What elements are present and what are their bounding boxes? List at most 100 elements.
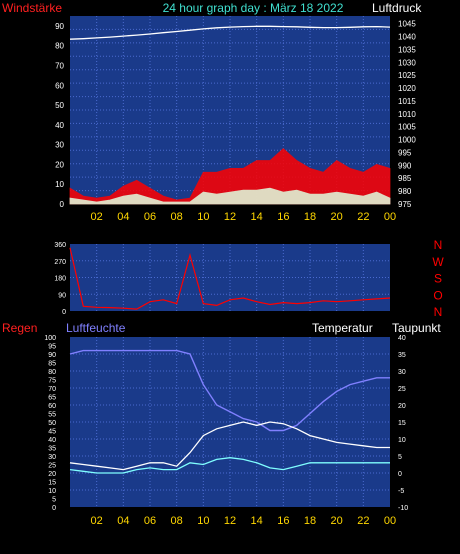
y-tick-left: 65 <box>48 395 56 402</box>
x-tick-label: 12 <box>224 515 236 527</box>
y-tick-right: 30 <box>398 369 406 376</box>
x-tick-label: 10 <box>197 211 209 223</box>
x-tick-label: 18 <box>304 515 316 527</box>
y-tick-right: 1015 <box>398 97 416 106</box>
compass-label: O <box>433 288 442 302</box>
y-tick-left: 5 <box>52 497 56 504</box>
x-tick-label: 20 <box>331 211 343 223</box>
direction-tick: 90 <box>58 292 66 299</box>
x-tick-label: 12 <box>224 211 236 223</box>
y-tick-right: 1010 <box>398 110 416 119</box>
y-tick-right: 20 <box>398 403 406 410</box>
y-tick-right: -10 <box>398 505 408 512</box>
x-tick-label: 16 <box>277 211 289 223</box>
y-tick-left: 40 <box>48 437 56 444</box>
y-tick-right: 10 <box>398 437 406 444</box>
humidity-series <box>69 349 390 432</box>
y-tick-right: 25 <box>398 386 406 393</box>
x-tick-label: 20 <box>331 515 343 527</box>
wind-pressure-panel: 0102030405060708090975980985990995100010… <box>55 16 416 223</box>
direction-tick: 0 <box>62 309 66 316</box>
compass-label: N <box>434 305 443 319</box>
x-tick-label: 06 <box>144 515 156 527</box>
compass-label: N <box>434 238 443 252</box>
y-tick-right: 985 <box>398 174 412 183</box>
x-tick-label: 02 <box>91 211 103 223</box>
x-tick-label: 04 <box>117 211 129 223</box>
x-tick-label: 08 <box>171 515 183 527</box>
x-tick-label: 00 <box>384 211 396 223</box>
y-tick-right: 1035 <box>398 45 416 54</box>
y-tick-left: 20 <box>55 160 64 169</box>
dewpoint-series <box>69 457 390 474</box>
y-tick-left: 45 <box>48 429 56 436</box>
x-tick-label: 08 <box>171 211 183 223</box>
y-tick-right: 1025 <box>398 71 416 80</box>
y-tick-left: 40 <box>55 121 64 130</box>
y-tick-left: 90 <box>55 22 64 31</box>
y-tick-left: 50 <box>55 101 64 110</box>
wind-gust-series <box>69 148 391 205</box>
temp-humidity-panel: 0510152025303540455055606570758085909510… <box>44 335 408 527</box>
y-tick-right: 990 <box>398 161 412 170</box>
y-tick-left: 60 <box>55 81 64 90</box>
pressure-label: Luftdruck <box>372 1 422 15</box>
y-tick-left: 85 <box>48 361 56 368</box>
x-tick-label: 02 <box>91 515 103 527</box>
direction-tick: 270 <box>54 259 66 266</box>
temperature-label: Temperatur <box>312 321 373 335</box>
wind-direction-series <box>69 247 391 310</box>
y-tick-left: 100 <box>44 335 56 342</box>
y-tick-left: 80 <box>48 369 56 376</box>
y-tick-right: 1000 <box>398 136 416 145</box>
y-tick-right: 0 <box>398 471 402 478</box>
y-tick-left: 25 <box>48 463 56 470</box>
compass-label: S <box>434 272 442 286</box>
direction-tick: 180 <box>54 276 66 283</box>
y-tick-left: 10 <box>55 180 64 189</box>
y-tick-left: 95 <box>48 344 56 351</box>
rain-label: Regen <box>2 321 37 335</box>
x-tick-label: 14 <box>251 211 263 223</box>
y-tick-left: 20 <box>48 471 56 478</box>
temperature-series <box>69 421 390 471</box>
y-tick-left: 0 <box>60 200 65 209</box>
dewpoint-label: Taupunkt <box>392 321 441 335</box>
y-tick-left: 10 <box>48 488 56 495</box>
x-tick-label: 18 <box>304 211 316 223</box>
y-tick-left: 70 <box>48 386 56 393</box>
y-tick-left: 30 <box>55 141 64 150</box>
x-tick-label: 14 <box>251 515 263 527</box>
y-tick-left: 30 <box>48 454 56 461</box>
x-tick-label: 22 <box>357 515 369 527</box>
y-tick-right: 5 <box>398 454 402 461</box>
x-tick-label: 16 <box>277 515 289 527</box>
wind-avg-series <box>69 187 391 205</box>
y-tick-left: 75 <box>48 378 56 385</box>
y-tick-right: 15 <box>398 420 406 427</box>
y-tick-left: 35 <box>48 446 56 453</box>
y-tick-left: 60 <box>48 403 56 410</box>
y-tick-left: 0 <box>52 505 56 512</box>
y-tick-right: 35 <box>398 352 406 359</box>
pressure-series <box>69 25 391 40</box>
y-tick-left: 50 <box>48 420 56 427</box>
humidity-label: Luftfeuchte <box>66 321 126 335</box>
y-tick-right: 40 <box>398 335 406 342</box>
y-tick-right: 1005 <box>398 123 416 132</box>
x-tick-label: 10 <box>197 515 209 527</box>
y-tick-left: 90 <box>48 352 56 359</box>
x-tick-label: 04 <box>117 515 129 527</box>
y-tick-right: 1030 <box>398 58 416 67</box>
direction-tick: 360 <box>54 242 66 249</box>
y-tick-left: 70 <box>55 61 64 70</box>
y-tick-right: 995 <box>398 148 412 157</box>
y-tick-right: 975 <box>398 200 412 209</box>
y-tick-right: 1040 <box>398 33 416 42</box>
y-tick-right: 1020 <box>398 84 416 93</box>
x-tick-label: 00 <box>384 515 396 527</box>
y-tick-left: 15 <box>48 480 56 487</box>
y-tick-left: 55 <box>48 412 56 419</box>
